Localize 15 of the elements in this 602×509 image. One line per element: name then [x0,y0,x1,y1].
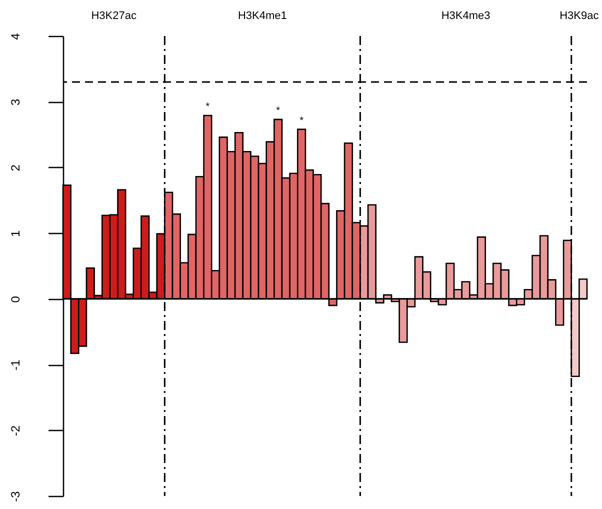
data-label: * [276,105,280,116]
y-tick-label: -1 [8,359,22,370]
y-tick-label: -3 [8,490,22,502]
text: H3K9ac [560,10,600,22]
y-tick-label: 0 [8,296,22,303]
text: H3K27ac [91,10,137,22]
y-tick-label: 4 [8,32,22,40]
y-tick-label: 1 [8,230,22,237]
data-label: * [206,102,210,113]
y-tick-label: 2 [8,164,22,172]
text: H3K4me1 [238,10,287,22]
y-tick-label: -2 [8,425,22,436]
text: H3K4me3 [441,10,490,22]
y-tick-label: 3 [8,98,22,106]
data-label: * [300,115,304,126]
